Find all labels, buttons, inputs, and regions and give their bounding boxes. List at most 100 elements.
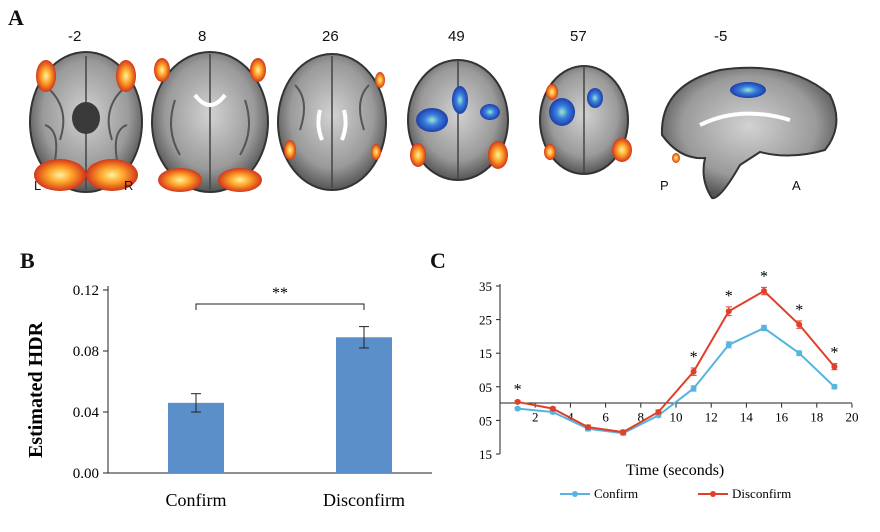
significance-marker: * <box>795 302 803 319</box>
y-tick-label: 0.00 <box>73 466 99 482</box>
activation-hot <box>116 60 136 92</box>
activation-hot <box>34 159 86 191</box>
category-label: Disconfirm <box>323 490 405 510</box>
slice-label-1: -2 <box>68 28 82 45</box>
data-point-confirm <box>761 325 767 331</box>
orientation-right: R <box>124 178 134 193</box>
activation-hot <box>375 72 385 88</box>
activation-hot <box>612 138 632 162</box>
legend: Confirm Disconfirm <box>560 486 791 501</box>
data-point-disconfirm <box>831 363 838 370</box>
data-point-disconfirm <box>620 429 627 436</box>
x-tick-label: 2 <box>532 410 539 425</box>
significance-marker: * <box>514 382 522 399</box>
brain-slice-6 <box>660 66 838 200</box>
activation-cold <box>730 82 766 98</box>
activation-hot <box>154 58 170 82</box>
bar-chart: Estimated HDR 0.00 0.04 0.08 0.12 Confirm Di… <box>25 283 432 510</box>
legend-label-confirm: Confirm <box>594 486 638 501</box>
orientation-posterior: P <box>660 178 669 193</box>
activation-hot <box>672 153 680 163</box>
x-tick-label: 18 <box>810 410 823 425</box>
x-tick-label: 10 <box>670 410 683 425</box>
data-point-confirm <box>690 385 697 392</box>
significance-marker: * <box>760 270 768 285</box>
x-tick-label: 16 <box>775 410 789 425</box>
series-line-confirm <box>517 326 836 435</box>
activation-cold <box>549 98 575 126</box>
activation-hot <box>36 60 56 92</box>
data-point-disconfirm <box>585 424 591 431</box>
y-tick-label: 05 <box>479 413 492 428</box>
activation-hot <box>158 168 202 192</box>
activation-hot <box>410 143 426 167</box>
significance-label: ** <box>272 285 288 302</box>
data-point-disconfirm <box>796 321 803 328</box>
bar <box>168 402 224 473</box>
y-tick-label: 05 <box>479 380 492 395</box>
data-point-confirm <box>831 383 838 390</box>
data-point-disconfirm <box>690 368 697 375</box>
brain-slice-2 <box>151 51 269 193</box>
activation-cold <box>480 104 500 120</box>
data-point-confirm <box>796 350 803 357</box>
slice-label-4: 49 <box>448 28 465 45</box>
data-point-disconfirm <box>549 405 556 412</box>
slice-label-3: 26 <box>322 28 339 45</box>
y-axis-label: Estimated HDR <box>25 321 47 458</box>
legend-marker-confirm <box>572 491 578 497</box>
orientation-anterior: A <box>792 178 801 193</box>
activation-cold <box>452 86 468 114</box>
data-point-confirm <box>725 341 732 348</box>
activation-cold <box>416 108 448 132</box>
brain-slice-1 <box>29 51 143 193</box>
panel-b-letter: B <box>20 248 35 273</box>
brain-slice-3 <box>277 53 387 191</box>
brain-slice-5 <box>539 65 632 175</box>
activation-hot <box>544 144 556 160</box>
x-tick-label: 12 <box>705 410 718 425</box>
panel-c-letter: C <box>430 248 446 273</box>
activation-hot <box>284 140 296 160</box>
y-tick-label: 0.08 <box>73 344 99 360</box>
slice-label-5: 57 <box>570 28 587 45</box>
x-tick-label: 8 <box>638 410 645 425</box>
legend-item-disconfirm: Disconfirm <box>698 486 791 501</box>
significance-marker: * <box>690 349 698 366</box>
activation-hot <box>250 58 266 82</box>
significance-marker: * <box>830 345 838 362</box>
activation-hot <box>488 141 508 169</box>
activation-hot <box>371 144 381 160</box>
y-tick-label: 0.12 <box>73 283 99 299</box>
x-tick-label: 20 <box>846 410 859 425</box>
y-tick-label: 15 <box>479 346 492 361</box>
x-tick-label: 14 <box>740 410 754 425</box>
orientation-left: L <box>34 178 42 193</box>
activation-hot <box>218 168 262 192</box>
data-point-disconfirm <box>761 288 767 295</box>
data-point-disconfirm <box>725 308 732 315</box>
activation-cold <box>587 88 603 108</box>
x-tick-label: 6 <box>602 410 609 425</box>
data-point-confirm <box>514 405 521 412</box>
panel-a-letter: A <box>8 5 24 30</box>
significance-marker: * <box>725 288 733 305</box>
bar <box>336 337 392 473</box>
x-axis-label: Time (seconds) <box>626 462 725 479</box>
brain-slice-4 <box>407 59 509 181</box>
activation-hot <box>546 84 558 100</box>
series-line-disconfirm <box>517 289 836 434</box>
legend-label-disconfirm: Disconfirm <box>732 486 791 501</box>
slice-label-6: -5 <box>714 28 728 45</box>
y-tick-label: 15 <box>479 447 492 462</box>
brain-slices <box>29 51 838 200</box>
slice-label-2: 8 <box>198 28 207 45</box>
y-tick-label: 35 <box>479 279 492 294</box>
activation-hot <box>86 159 138 191</box>
y-tick-label: 0.04 <box>73 405 100 421</box>
data-point-disconfirm <box>655 409 662 415</box>
y-tick-label: 25 <box>479 313 492 328</box>
significance-bracket <box>195 303 365 310</box>
legend-item-confirm: Confirm <box>560 486 638 501</box>
